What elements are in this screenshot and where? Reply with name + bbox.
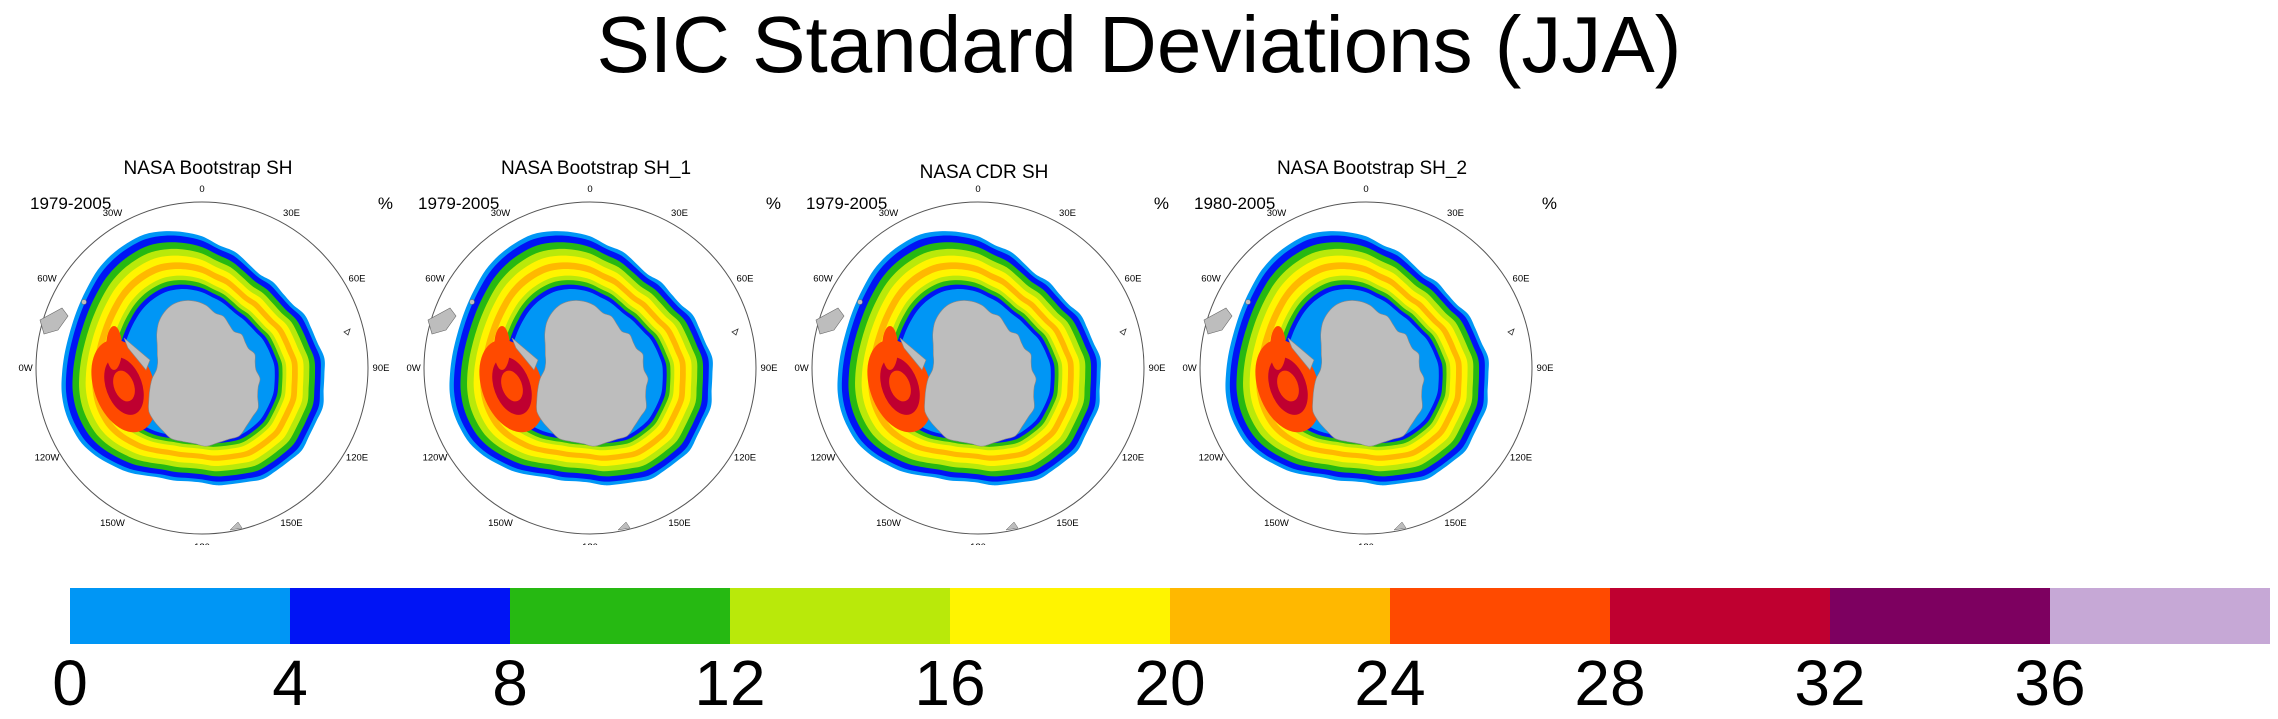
- longitude-label: 60E: [1513, 274, 1530, 285]
- longitude-label: 90E: [761, 363, 778, 374]
- longitude-label: 90E: [1537, 363, 1554, 374]
- figure-title: SIC Standard Deviations (JJA): [596, 0, 1682, 89]
- colorbar-segment: [1390, 588, 1611, 644]
- longitude-label: 60E: [737, 274, 754, 285]
- longitude-label: 60W: [813, 274, 833, 285]
- longitude-label: 120W: [811, 453, 836, 464]
- antarctica-land: [924, 300, 1037, 447]
- antarctica-land: [1312, 300, 1425, 447]
- longitude-label: 180: [194, 542, 210, 545]
- longitude-label: 60E: [349, 274, 366, 285]
- longitude-label: 30W: [491, 208, 511, 219]
- longitude-label: 0: [199, 184, 204, 195]
- longitude-label: 150W: [100, 518, 125, 529]
- panel-units: %: [377, 194, 393, 213]
- colorbar-segment: [290, 588, 511, 644]
- antarctica-land: [148, 300, 261, 447]
- longitude-label: 0: [587, 184, 592, 195]
- longitude-label: 90W: [794, 363, 809, 374]
- colorbar-segment: [510, 588, 731, 644]
- colorbar-tick-label: 20: [1134, 647, 1206, 719]
- antarctica-land: [536, 300, 649, 447]
- panel-title: NASA Bootstrap SH: [123, 158, 293, 179]
- colorbar-segment: [1830, 588, 2051, 644]
- longitude-label: 120E: [1122, 453, 1144, 464]
- panel-years: 1979-2005: [418, 194, 500, 213]
- panel-units: %: [765, 194, 781, 213]
- longitude-label: 150E: [280, 518, 302, 529]
- longitude-label: 30E: [1447, 208, 1464, 219]
- longitude-label: 30E: [1059, 208, 1076, 219]
- panel-title: NASA CDR SH: [919, 162, 1049, 183]
- colorbar: [70, 588, 2271, 644]
- longitude-label: 90E: [373, 363, 390, 374]
- longitude-label: 30W: [103, 208, 123, 219]
- longitude-label: 150E: [668, 518, 690, 529]
- colorbar-tick-label: 16: [914, 647, 986, 719]
- longitude-label: 90W: [406, 363, 421, 374]
- longitude-label: 120E: [1510, 453, 1532, 464]
- longitude-label: 30E: [671, 208, 688, 219]
- panel-title: NASA Bootstrap SH_2: [1276, 158, 1468, 179]
- colorbar-segment: [70, 588, 291, 644]
- panel-years: 1979-2005: [806, 194, 888, 213]
- panel-units: %: [1153, 194, 1169, 213]
- longitude-label: 60W: [37, 274, 57, 285]
- colorbar-tick-label: 28: [1574, 647, 1646, 719]
- longitude-label: 30W: [1267, 208, 1287, 219]
- polar-map: 0 30E 60E 90E 120E 150E 180 150W 120W 90W 60W 30W: [794, 184, 1166, 545]
- longitude-label: 60W: [425, 274, 445, 285]
- longitude-label: 120W: [423, 453, 448, 464]
- longitude-label: 180: [1358, 542, 1374, 545]
- map-panel: NASA Bootstrap SH 1979-2005% 0 30E 60E 90E 120…: [18, 150, 398, 545]
- polar-map: 0 30E 60E 90E 120E 150E 180 150W 120W 90W 60W 30W: [18, 184, 390, 545]
- longitude-label: 90W: [18, 363, 33, 374]
- longitude-label: 150E: [1444, 518, 1466, 529]
- colorbar-segment: [950, 588, 1171, 644]
- longitude-label: 180: [582, 542, 598, 545]
- map-panel: NASA CDR SH 1979-2005% 0 30E 60E 90E 120E 150E 1…: [794, 150, 1174, 545]
- colorbar-segment: [1610, 588, 1831, 644]
- longitude-label: 120W: [1199, 453, 1224, 464]
- map-panel: NASA Bootstrap SH_1 1979-2005% 0 30E 60E 90E 1…: [406, 150, 786, 545]
- longitude-label: 150W: [1264, 518, 1289, 529]
- colorbar-tick-label: 4: [272, 647, 308, 719]
- longitude-label: 0: [1363, 184, 1368, 195]
- longitude-label: 0: [975, 184, 980, 195]
- longitude-label: 120E: [346, 453, 368, 464]
- longitude-label: 150W: [488, 518, 513, 529]
- longitude-label: 120E: [734, 453, 756, 464]
- panel-title: NASA Bootstrap SH_1: [500, 158, 692, 179]
- colorbar-tick-label: 8: [492, 647, 528, 719]
- polar-map: 0 30E 60E 90E 120E 150E 180 150W 120W 90W 60W 30W: [1182, 184, 1554, 545]
- longitude-label: 150W: [876, 518, 901, 529]
- colorbar-segment: [1170, 588, 1391, 644]
- longitude-label: 60E: [1125, 274, 1142, 285]
- map-panel: NASA Bootstrap SH_2 1980-2005% 0 30E 60E 90E 1…: [1182, 150, 1562, 545]
- panel-years: 1980-2005: [1194, 194, 1276, 213]
- longitude-label: 60W: [1201, 274, 1221, 285]
- longitude-label: 90E: [1149, 363, 1166, 374]
- colorbar-segment: [730, 588, 951, 644]
- colorbar-tick-label: 32: [1794, 647, 1866, 719]
- longitude-label: 150E: [1056, 518, 1078, 529]
- longitude-label: 90W: [1182, 363, 1197, 374]
- longitude-label: 30W: [879, 208, 899, 219]
- colorbar-tick-label: 0: [52, 647, 88, 719]
- longitude-label: 120W: [35, 453, 60, 464]
- colorbar-tick-label: 36: [2014, 647, 2086, 719]
- panel-units: %: [1541, 194, 1557, 213]
- panel-years: 1979-2005: [30, 194, 112, 213]
- colorbar-segment: [2050, 588, 2271, 644]
- longitude-label: 30E: [283, 208, 300, 219]
- polar-map: 0 30E 60E 90E 120E 150E 180 150W 120W 90W 60W 30W: [406, 184, 778, 545]
- colorbar-tick-label: 12: [694, 647, 766, 719]
- colorbar-tick-label: 24: [1354, 647, 1426, 719]
- longitude-label: 180: [970, 542, 986, 545]
